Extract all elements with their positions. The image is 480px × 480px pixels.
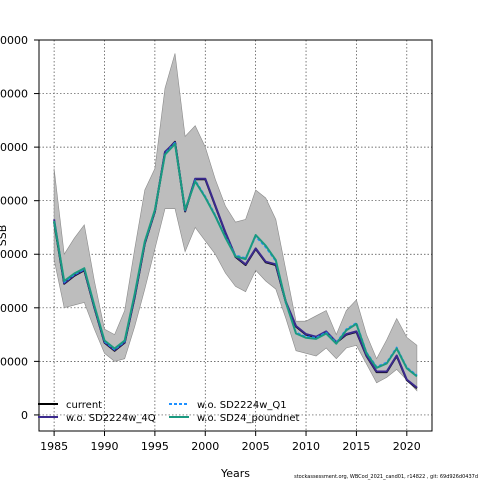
y-tick-label: 0: [21, 409, 28, 422]
legend-label: w.o. SD24_poundnet: [197, 413, 299, 424]
plot-frame: [38, 39, 433, 432]
footer-note: stockassessment.org, WBCod_2021_cand01, …: [294, 474, 478, 480]
y-axis-title: SSB: [0, 225, 9, 247]
y-tick-label: 30000: [0, 248, 28, 261]
series-line-3: [53, 142, 418, 376]
x-tick-label: 1990: [91, 440, 119, 453]
legend-label: w.o. SD2224w_4Q: [66, 413, 156, 424]
legend-label: current: [66, 400, 102, 411]
x-tick-label: 2005: [242, 440, 270, 453]
x-tick-label: 1995: [141, 440, 169, 453]
y-tick-label: 50000: [0, 141, 28, 154]
confidence-band: [53, 53, 418, 392]
y-tick-label: 40000: [0, 195, 28, 208]
x-tick-label: 2015: [342, 440, 370, 453]
x-tick-label: 2010: [292, 440, 320, 453]
x-axis: 1985 1990 1995 2000 2005 2010 2015 2020: [40, 431, 421, 453]
y-tick-label: 60000: [0, 88, 28, 101]
x-axis-title: Years: [220, 467, 250, 480]
y-tick-label: 70000: [0, 34, 28, 47]
legend-label: w.o. SD2224w_Q1: [197, 400, 287, 411]
series-lines: [53, 140, 418, 389]
series-line-4: [53, 142, 418, 378]
y-tick-label: 10000: [0, 355, 28, 368]
x-tick-label: 2000: [191, 440, 219, 453]
x-tick-label: 1985: [40, 440, 68, 453]
x-tick-label: 2020: [393, 440, 421, 453]
legend: current w.o. SD2224w_4Q w.o. SD2224w_Q1 w.o…: [38, 400, 299, 424]
